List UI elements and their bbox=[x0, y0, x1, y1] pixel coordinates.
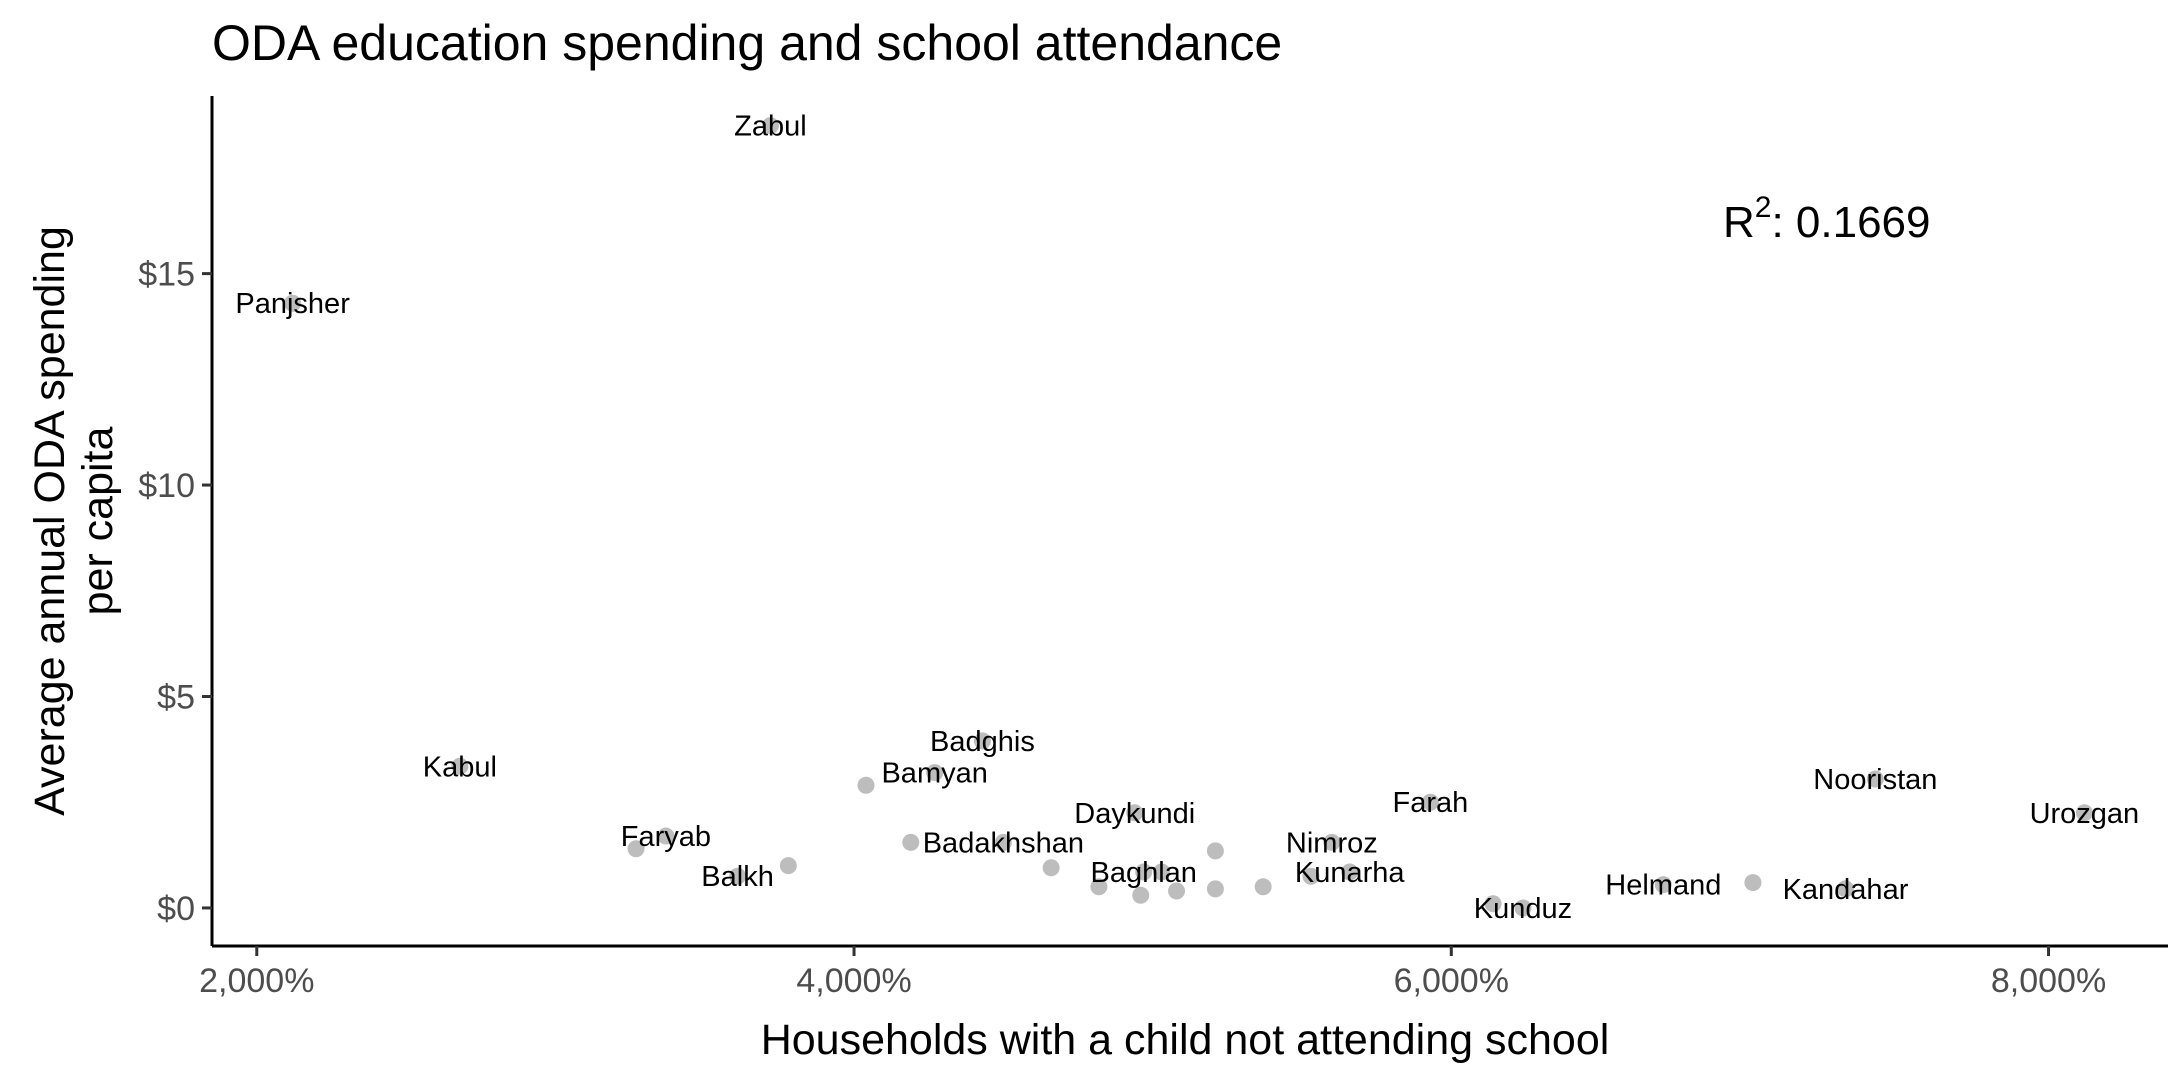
y-tick-label: $5 bbox=[157, 678, 195, 716]
data-point bbox=[1514, 899, 1532, 917]
data-points bbox=[284, 117, 2093, 917]
x-tick-label: 2,000% bbox=[199, 962, 314, 1000]
data-point bbox=[1744, 874, 1762, 892]
r-squared-annotation: R2: 0.1669 bbox=[1723, 191, 1931, 247]
data-point bbox=[973, 732, 991, 750]
data-point-label: Bamyan bbox=[881, 758, 987, 790]
data-point-label: Kabul bbox=[423, 751, 497, 783]
data-point bbox=[451, 757, 469, 775]
x-axis-title: Households with a child not attending sc… bbox=[761, 1016, 1610, 1064]
data-point bbox=[729, 867, 747, 885]
x-tick-label: 8,000% bbox=[1991, 962, 2106, 1000]
chart-title: ODA education spending and school attend… bbox=[212, 15, 1282, 71]
data-point-label: Balkh bbox=[701, 861, 774, 893]
data-point bbox=[994, 833, 1012, 851]
data-point bbox=[1866, 770, 1884, 788]
data-point bbox=[1484, 895, 1502, 913]
data-point bbox=[926, 764, 944, 782]
data-point bbox=[627, 840, 645, 858]
y-axis-title-line: per capita bbox=[74, 426, 122, 615]
data-point bbox=[902, 833, 920, 851]
r-squared-superscript: 2 bbox=[1755, 191, 1772, 224]
data-point-label: Kandahar bbox=[1783, 874, 1909, 906]
data-point-label: Kunarha bbox=[1295, 857, 1406, 889]
y-tick-label: $10 bbox=[138, 467, 195, 505]
data-point bbox=[284, 294, 302, 312]
y-tick-label: $15 bbox=[138, 256, 195, 294]
data-point-label: Kunduz bbox=[1474, 893, 1572, 925]
data-point bbox=[1323, 833, 1341, 851]
data-point bbox=[1421, 793, 1439, 811]
data-point bbox=[1042, 859, 1060, 877]
data-point-label: Panjsher bbox=[235, 288, 350, 320]
data-point bbox=[857, 776, 875, 794]
data-point-label: Nimroz bbox=[1286, 827, 1378, 859]
data-point-label: Badghis bbox=[930, 726, 1035, 758]
data-point bbox=[1126, 804, 1144, 822]
data-point bbox=[1836, 880, 1854, 898]
data-point bbox=[761, 117, 779, 135]
data-point bbox=[1135, 863, 1153, 881]
data-point bbox=[1254, 878, 1272, 896]
data-point-label: Nooristan bbox=[1813, 764, 1937, 796]
r-squared-value: : 0.1669 bbox=[1771, 198, 1930, 247]
data-point-label: Baghlan bbox=[1090, 857, 1196, 889]
data-point-label: Faryab bbox=[621, 821, 711, 853]
data-point bbox=[1206, 880, 1224, 898]
data-point bbox=[1206, 842, 1224, 860]
x-tick-label: 4,000% bbox=[796, 962, 911, 1000]
y-axis-title: Average annual ODA spending per capita bbox=[26, 226, 122, 816]
data-point bbox=[1654, 876, 1672, 894]
data-point bbox=[1132, 886, 1150, 904]
y-axis-title-line: Average annual ODA spending bbox=[26, 226, 74, 816]
data-point bbox=[1168, 882, 1186, 900]
data-point-label: Daykundi bbox=[1074, 798, 1195, 830]
r-squared-base: R bbox=[1723, 198, 1755, 247]
x-tick-label: 6,000% bbox=[1394, 962, 1509, 1000]
data-point-label: Helmand bbox=[1605, 870, 1721, 902]
data-point bbox=[1341, 863, 1359, 881]
data-point-label: Zabul bbox=[734, 111, 807, 143]
y-axis-ticks: $0 $5 $10 $15 bbox=[138, 256, 212, 928]
data-point-label: Badakhshan bbox=[923, 827, 1084, 859]
y-tick-label: $0 bbox=[157, 890, 195, 928]
data-point-label: Urozgan bbox=[2030, 798, 2140, 830]
data-point bbox=[657, 827, 675, 845]
data-point-label: Farah bbox=[1393, 787, 1469, 819]
data-point bbox=[1090, 878, 1108, 896]
x-axis-ticks: 2,000% 4,000% 6,000% 8,000% bbox=[199, 946, 2106, 1000]
data-point bbox=[1153, 863, 1171, 881]
data-point bbox=[779, 857, 797, 875]
data-point bbox=[2075, 804, 2093, 822]
data-point bbox=[1302, 867, 1320, 885]
